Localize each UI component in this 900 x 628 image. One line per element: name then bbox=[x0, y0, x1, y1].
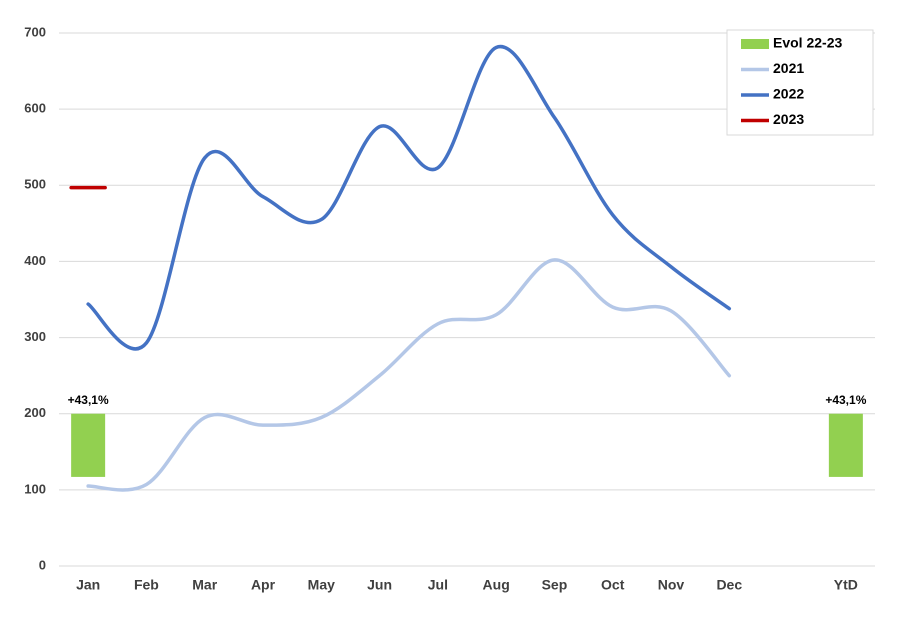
x-tick-label: Nov bbox=[658, 577, 685, 593]
x-tick-label: Apr bbox=[251, 577, 276, 593]
x-tick-label: Mar bbox=[192, 577, 217, 593]
y-tick-label: 400 bbox=[24, 253, 46, 268]
bar bbox=[828, 413, 863, 477]
y-tick-label: 500 bbox=[24, 177, 46, 192]
x-tick-label: Aug bbox=[483, 577, 510, 593]
x-tick-label: Feb bbox=[134, 577, 159, 593]
y-tick-label: 600 bbox=[24, 101, 46, 116]
bar bbox=[71, 413, 106, 477]
legend-swatch bbox=[741, 39, 769, 49]
legend-label: 2022 bbox=[773, 86, 804, 102]
y-tick-label: 0 bbox=[39, 557, 46, 572]
x-tick-label: Dec bbox=[716, 577, 742, 593]
legend-box bbox=[726, 29, 874, 136]
x-tick-label: Jun bbox=[367, 577, 392, 593]
legend-label: Evol 22-23 bbox=[773, 35, 842, 51]
legend-label: 2021 bbox=[773, 60, 804, 76]
legend-label: 2023 bbox=[773, 111, 804, 127]
x-tick-label: Jul bbox=[428, 577, 448, 593]
x-tick-label: Jan bbox=[76, 577, 100, 593]
x-tick-label: May bbox=[308, 577, 335, 593]
line bbox=[86, 44, 732, 351]
line bbox=[86, 258, 732, 492]
y-tick-label: 700 bbox=[24, 24, 46, 39]
data-label: +43,1% bbox=[68, 393, 109, 407]
x-tick-label: Oct bbox=[601, 577, 625, 593]
x-tick-label: YtD bbox=[834, 577, 858, 593]
x-tick-label: Sep bbox=[542, 577, 568, 593]
data-label: +43,1% bbox=[825, 393, 866, 407]
y-tick-label: 300 bbox=[24, 329, 46, 344]
y-tick-label: 200 bbox=[24, 405, 46, 420]
y-tick-label: 100 bbox=[24, 481, 46, 496]
